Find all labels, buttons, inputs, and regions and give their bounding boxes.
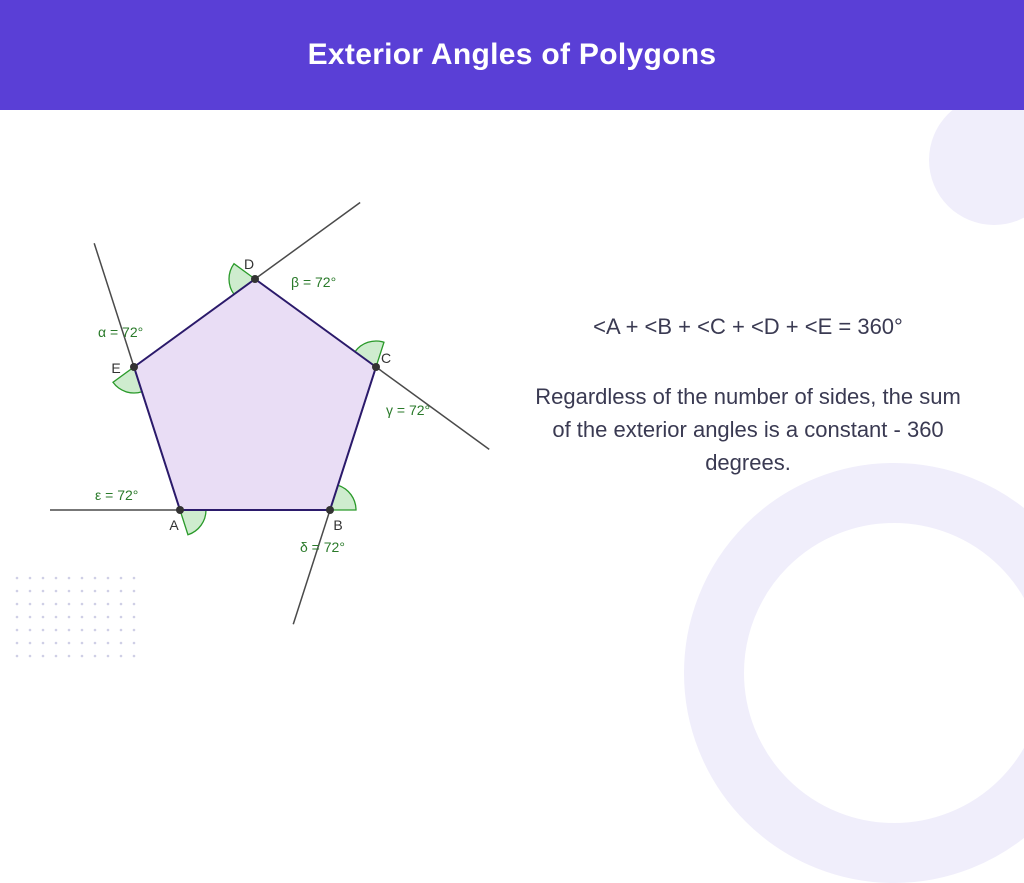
page-title: Exterior Angles of Polygons xyxy=(308,38,717,72)
content-area: A B C D Eε = 72° δ = 72° γ = 72° β = 72° α = 72°… xyxy=(0,110,1024,683)
svg-text:B: B xyxy=(333,517,342,533)
equation-text: <A + <B + <C + <D + <E = 360° xyxy=(593,314,903,340)
svg-text:ε = 72°: ε = 72° xyxy=(95,487,138,503)
svg-text:β = 72°: β = 72° xyxy=(291,274,336,290)
explanation-area: <A + <B + <C + <D + <E = 360° Regardless… xyxy=(512,110,1024,683)
svg-text:D: D xyxy=(244,256,254,272)
diagram-container: A B C D Eε = 72° δ = 72° γ = 72° β = 72° α = 72° xyxy=(0,110,512,683)
svg-text:α = 72°: α = 72° xyxy=(98,324,143,340)
page-header: Exterior Angles of Polygons xyxy=(0,0,1024,110)
svg-text:C: C xyxy=(381,350,391,366)
pentagon-diagram: A B C D Eε = 72° δ = 72° γ = 72° β = 72° α = 72° xyxy=(0,110,512,670)
svg-text:δ = 72°: δ = 72° xyxy=(300,539,345,555)
description-text: Regardless of the number of sides, the s… xyxy=(532,380,964,479)
svg-text:E: E xyxy=(111,360,120,376)
svg-text:A: A xyxy=(169,517,179,533)
svg-text:γ = 72°: γ = 72° xyxy=(386,402,430,418)
